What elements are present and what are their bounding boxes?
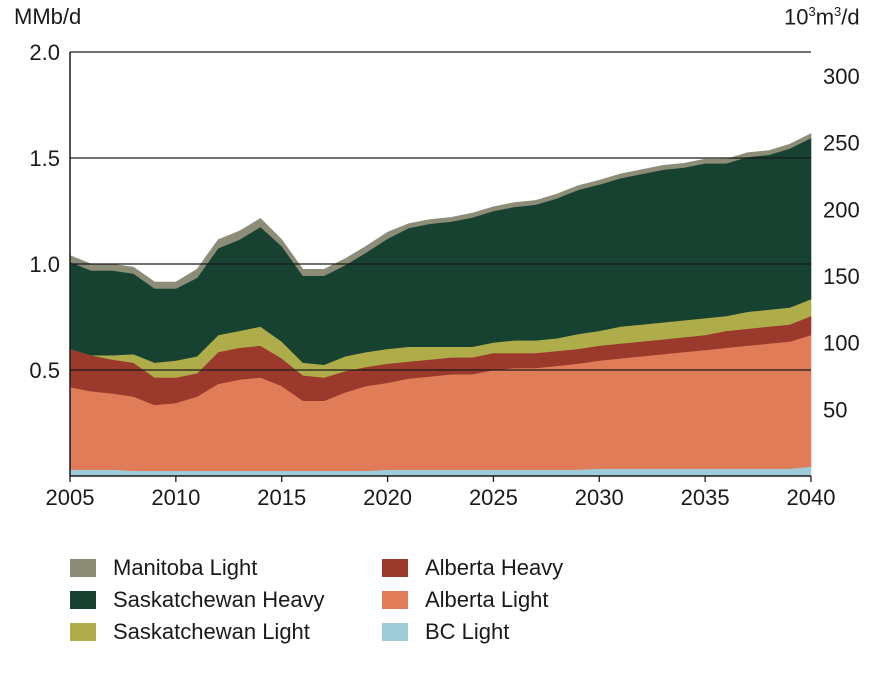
legend-label: BC Light: [425, 619, 510, 644]
legend-item-alberta-heavy: Alberta Heavy: [382, 552, 563, 584]
legend-item-bc-light: BC Light: [382, 616, 509, 648]
legend: Manitoba Light Saskatchewan Heavy Saskat…: [68, 552, 628, 652]
gridlines: [70, 51, 811, 371]
legend-label: Alberta Heavy: [425, 555, 564, 580]
right-y-tick-label: 250: [823, 131, 860, 156]
legend-label: Saskatchewan Heavy: [113, 587, 325, 612]
y-tick-label: 0.5: [29, 358, 60, 383]
right-axis-unit: 103m3/d: [784, 4, 860, 30]
y-tick-label: 1.0: [29, 252, 60, 277]
y-tick-label: 1.5: [29, 146, 60, 171]
legend-item-manitoba-light: Manitoba Light: [70, 552, 257, 584]
right-y-tick-label: 150: [823, 264, 860, 289]
stacked-areas: [69, 133, 812, 477]
x-tick-label: 2015: [257, 485, 306, 510]
y-tick-label: 2.0: [29, 40, 60, 65]
legend-label: Manitoba Light: [113, 555, 258, 580]
tick-labels: 2005 2010 2015 2020 2025 2030 2035 2040 0.5 1.0 1.…: [29, 40, 859, 510]
left-axis-unit: MMb/d: [14, 4, 82, 29]
x-tick-label: 2005: [46, 485, 95, 510]
legend-swatch: [70, 623, 96, 641]
axes: [69, 52, 812, 482]
x-tick-label: 2040: [787, 485, 836, 510]
right-y-tick-label: 300: [823, 64, 860, 89]
legend-item-saskatchewan-heavy: Saskatchewan Heavy: [70, 584, 325, 616]
right-y-tick-label: 50: [823, 397, 847, 422]
legend-label: Saskatchewan Light: [113, 619, 310, 644]
legend-swatch: [382, 591, 408, 609]
legend-swatch: [382, 559, 408, 577]
right-y-tick-label: 200: [823, 197, 860, 222]
legend-swatch: [70, 591, 96, 609]
legend-swatch: [70, 559, 96, 577]
legend-item-alberta-light: Alberta Light: [382, 584, 549, 616]
legend-item-saskatchewan-light: Saskatchewan Light: [70, 616, 310, 648]
x-tick-label: 2025: [469, 485, 518, 510]
x-tick-label: 2020: [363, 485, 412, 510]
area-manitoba-light: [69, 133, 812, 289]
x-tick-label: 2010: [151, 485, 200, 510]
legend-label: Alberta Light: [425, 587, 549, 612]
area-chart: 2005 2010 2015 2020 2025 2030 2035 2040 0.5 1.0 1.…: [29, 40, 859, 510]
right-y-tick-label: 100: [823, 331, 860, 356]
x-tick-label: 2030: [575, 485, 624, 510]
x-tick-label: 2035: [681, 485, 730, 510]
legend-swatch: [382, 623, 408, 641]
